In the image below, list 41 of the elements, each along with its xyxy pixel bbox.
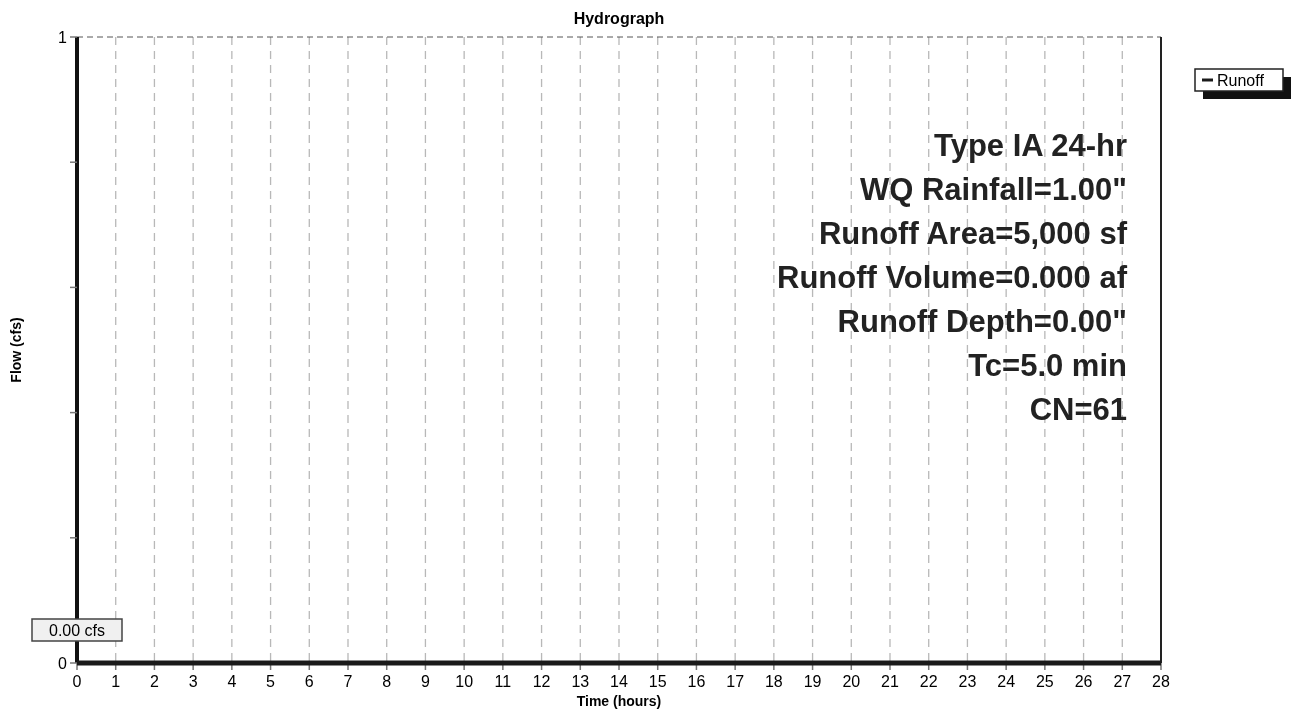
x-axis-title: Time (hours) <box>576 693 662 709</box>
x-tick-label: 15 <box>648 673 667 690</box>
x-tick-label: 3 <box>188 673 198 690</box>
x-tick-label: 1 <box>111 673 121 690</box>
x-tick-label: 23 <box>958 673 977 690</box>
x-tick-label: 0 <box>72 673 82 690</box>
x-tick-label: 13 <box>571 673 590 690</box>
x-tick-label: 2 <box>149 673 159 690</box>
x-tick-label: 17 <box>726 673 745 690</box>
annotation: Runoff Area=5,000 sf <box>818 216 1128 251</box>
legend-label: Runoff <box>1217 72 1265 89</box>
x-tick-label: 4 <box>227 673 237 690</box>
x-tick-label: 12 <box>532 673 551 690</box>
x-tick-label: 20 <box>842 673 861 690</box>
x-tick-label: 22 <box>919 673 938 690</box>
x-tick-label: 19 <box>803 673 822 690</box>
x-tick-label: 26 <box>1074 673 1093 690</box>
x-tick-label: 8 <box>382 673 392 690</box>
x-tick-label: 9 <box>420 673 430 690</box>
annotation: Tc=5.0 min <box>968 348 1127 383</box>
annotation: 0.00 cfs <box>48 622 106 639</box>
x-tick-label: 27 <box>1113 673 1132 690</box>
annotation: Runoff Volume=0.000 af <box>777 260 1128 295</box>
y-axis-title: Flow (cfs) <box>8 317 24 383</box>
x-tick-label: 21 <box>881 673 899 690</box>
x-tick-label: 5 <box>266 673 276 690</box>
x-tick-label: 16 <box>687 673 706 690</box>
x-tick-label: 25 <box>1035 673 1054 690</box>
x-tick-label: 18 <box>764 673 783 690</box>
x-tick-label: 28 <box>1152 673 1170 690</box>
chart-title: Hydrograph <box>573 10 665 27</box>
x-tick-label: 10 <box>455 673 474 690</box>
annotation: Runoff Depth=0.00" <box>837 304 1127 339</box>
x-tick-label: 14 <box>610 673 628 690</box>
x-tick-label: 11 <box>494 673 512 690</box>
annotation: WQ Rainfall=1.00" <box>859 172 1127 207</box>
x-tick-label: 6 <box>304 673 314 690</box>
x-tick-label: 24 <box>997 673 1016 690</box>
x-tick-label: 7 <box>343 673 353 690</box>
annotation: Type IA 24-hr <box>934 128 1127 163</box>
annotation: CN=61 <box>1029 392 1127 427</box>
